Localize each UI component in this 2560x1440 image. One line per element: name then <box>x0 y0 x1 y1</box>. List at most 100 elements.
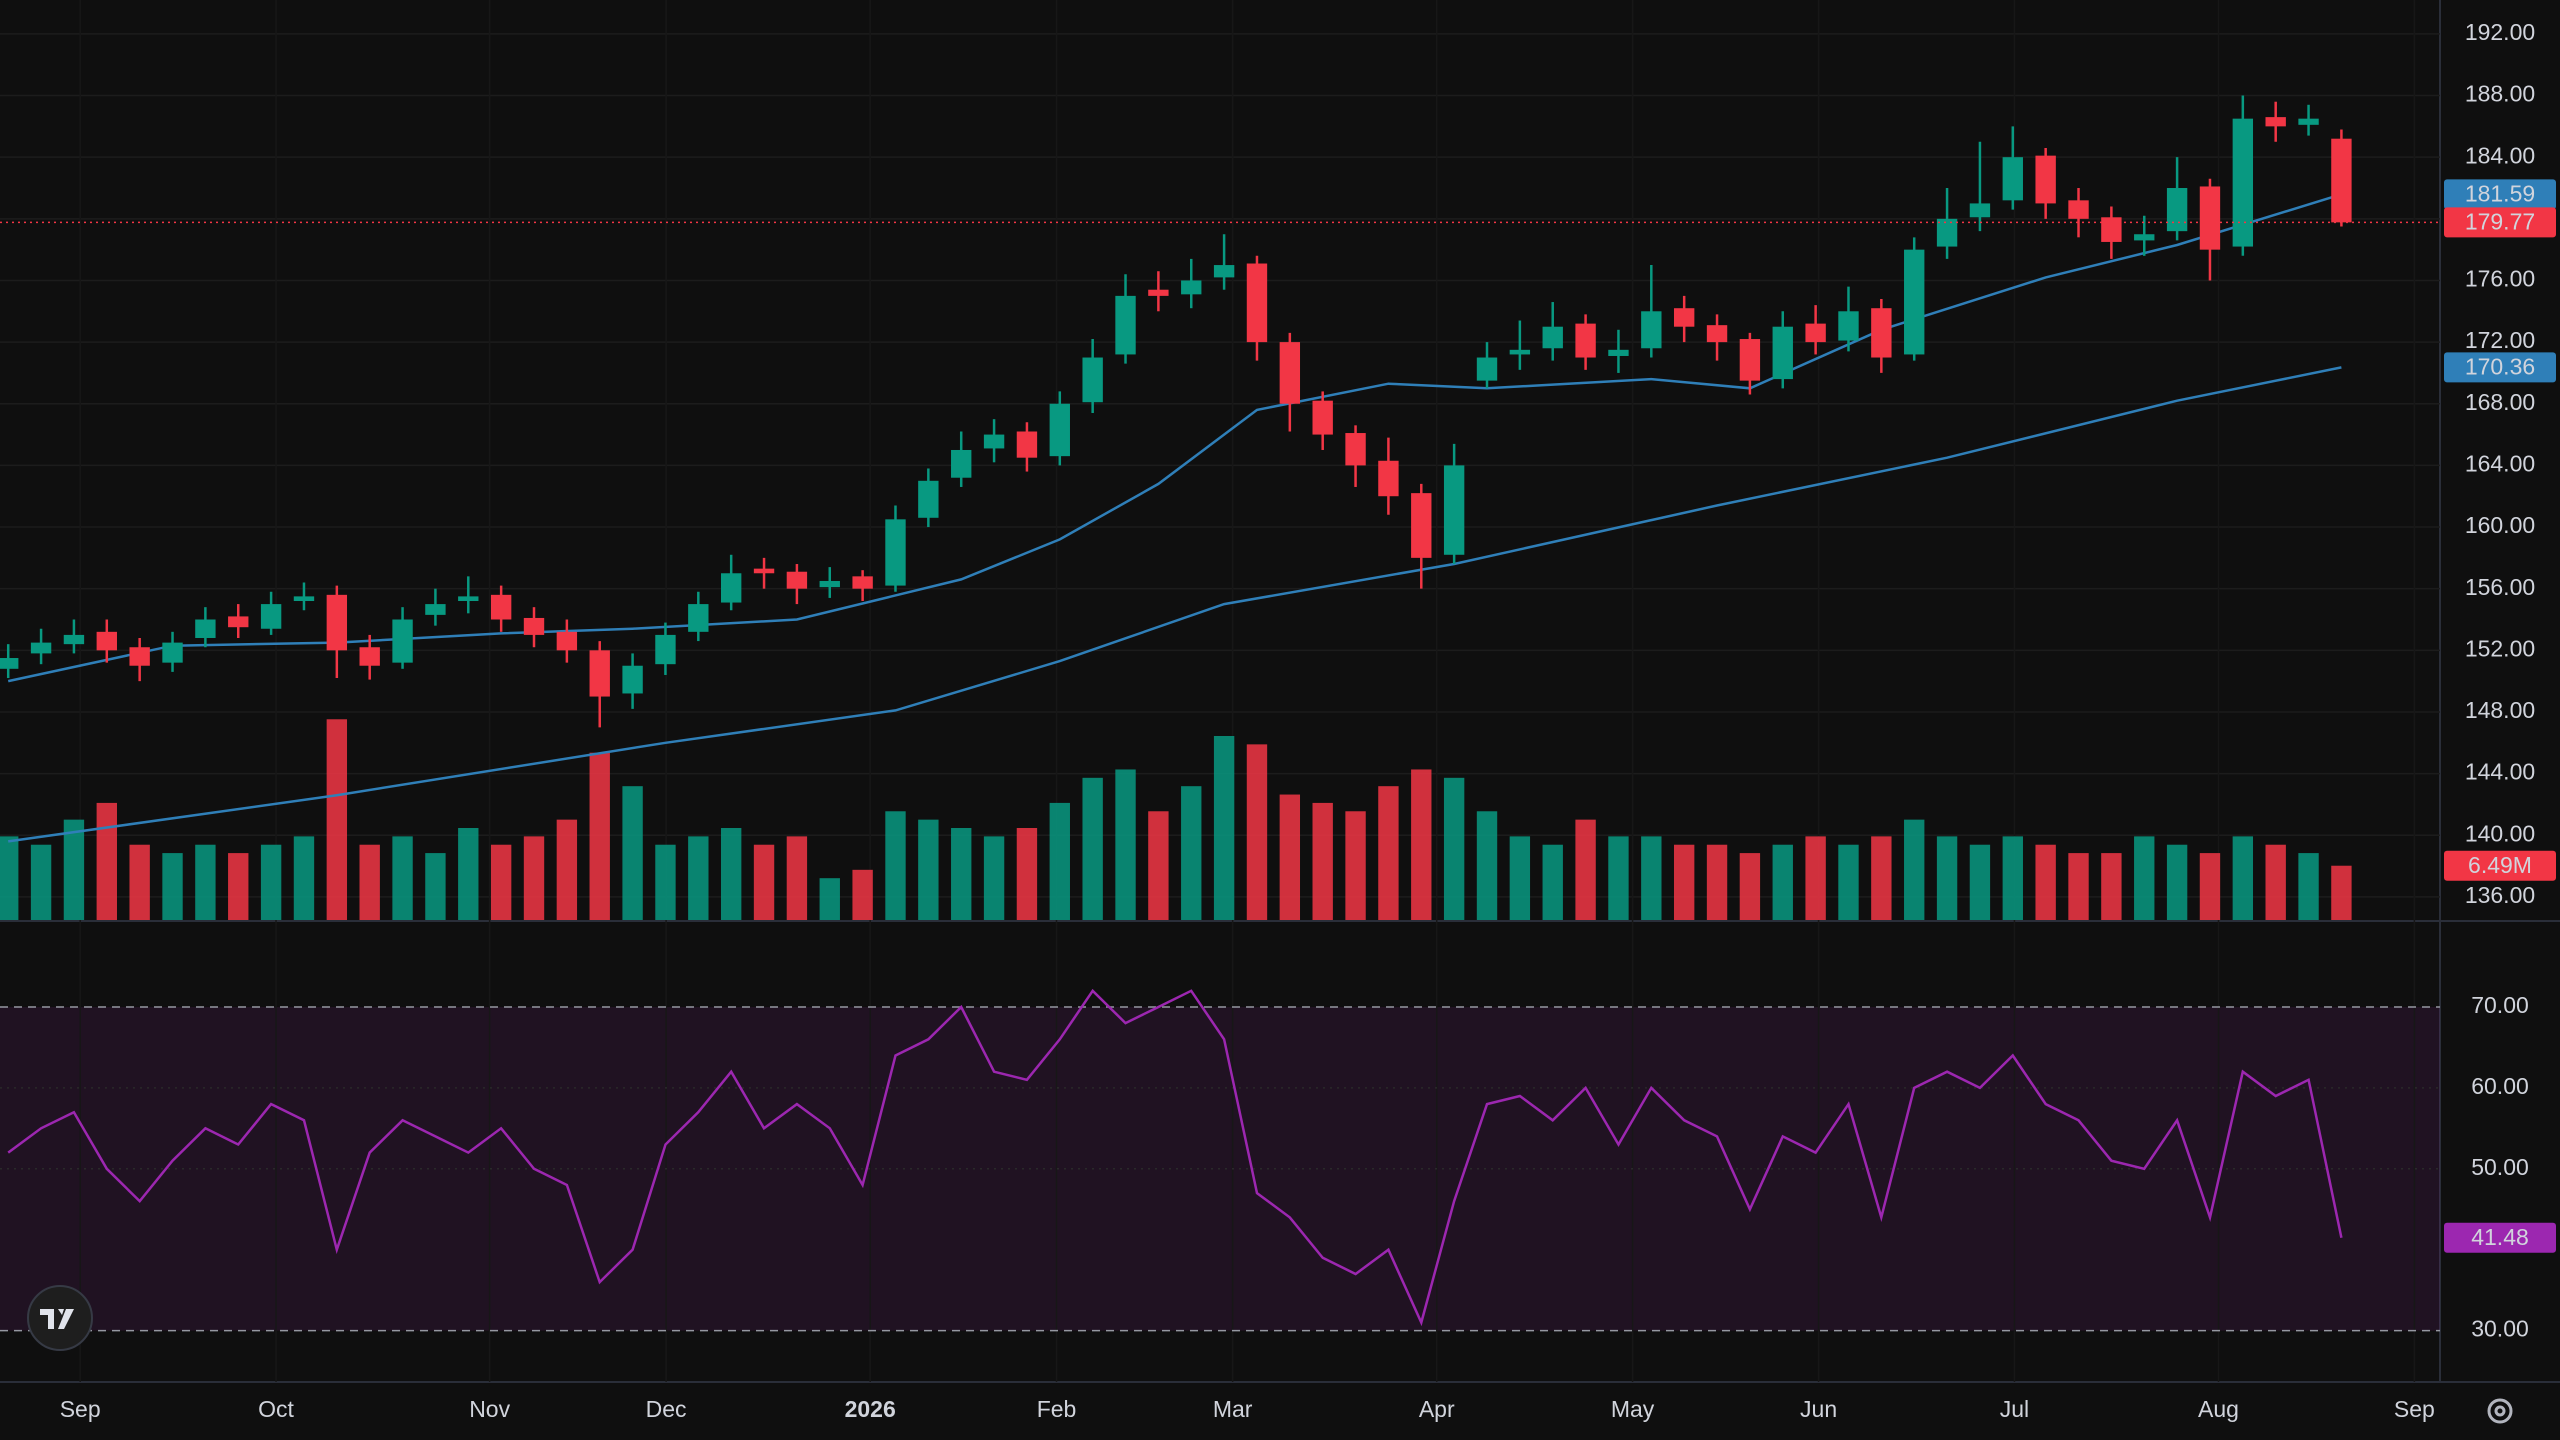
x-tick-label: 2026 <box>845 1396 896 1422</box>
volume-bar <box>1969 844 1991 920</box>
candle-body <box>425 604 446 615</box>
volume-bar <box>2232 836 2254 920</box>
volume-bar <box>2331 865 2352 920</box>
x-tick-label: Aug <box>2198 1396 2239 1422</box>
candle-body <box>293 596 315 602</box>
volume-bar <box>688 836 709 920</box>
gear-ring <box>2487 1398 2513 1424</box>
y-tick-label: 148.00 <box>2465 697 2535 723</box>
y-tick-label: 192.00 <box>2465 19 2535 45</box>
candle-body <box>2298 118 2319 125</box>
candle-body <box>195 619 216 638</box>
volume-bar <box>1443 777 1465 920</box>
rsi-line <box>7 988 2343 1327</box>
volume-bar <box>1936 836 1958 920</box>
volume-bar <box>1706 844 1728 920</box>
volume-bar <box>2166 844 2188 920</box>
volume-bar <box>1213 736 1235 920</box>
volume-bar <box>162 853 183 920</box>
volume-bar <box>63 819 85 920</box>
candle-body <box>2101 217 2122 242</box>
volume-bar <box>1772 844 1793 920</box>
x-tick-label: Sep <box>2394 1396 2435 1422</box>
y-tick-label: 168.00 <box>2465 389 2535 415</box>
volume-bar <box>1904 819 1925 920</box>
volume-bar <box>2035 844 2056 920</box>
volume-bar <box>1673 844 1695 920</box>
ma-value-label-box <box>2444 179 2556 210</box>
x-tick-label: Mar <box>1213 1396 1253 1422</box>
settings-icon[interactable] <box>2487 1398 2513 1424</box>
tv-logo[interactable] <box>27 1285 93 1351</box>
volume-bar <box>1871 836 1892 920</box>
volume-bar <box>1345 811 1366 920</box>
candle-body <box>885 519 906 586</box>
candle-body <box>1936 218 1958 247</box>
candle-body <box>720 573 742 603</box>
candle-body <box>1443 465 1465 555</box>
candle-body <box>622 665 643 694</box>
candle-body <box>2068 200 2089 219</box>
candle-body <box>1115 295 1136 355</box>
volume-bar <box>425 853 446 920</box>
candle-body <box>1378 460 1399 497</box>
candle-body <box>162 642 183 663</box>
last-price-label: 179.77 <box>2465 208 2535 234</box>
candle-body <box>1772 326 1793 380</box>
volume-bar <box>918 819 939 920</box>
candle-body <box>1805 323 1826 343</box>
moving-average-line <box>8 366 2342 843</box>
candle-body <box>228 616 249 628</box>
ma-value-label: 170.36 <box>2465 353 2535 379</box>
volume-bar <box>1181 786 1202 920</box>
y-tick-label: 152.00 <box>2465 635 2535 661</box>
x-tick-label: Nov <box>469 1396 510 1422</box>
candle-body <box>1641 311 1662 349</box>
x-tick-label: Oct <box>258 1396 294 1422</box>
volume-bar <box>2134 836 2155 920</box>
volume-bar <box>1246 744 1268 920</box>
candle-body <box>1706 325 1728 343</box>
volume-bar <box>2199 853 2221 920</box>
volume-bar <box>1016 828 1038 920</box>
volume-bar <box>1411 769 1432 920</box>
volume-bar <box>326 719 348 920</box>
rsi-value-label: 41.48 <box>2471 1224 2529 1250</box>
volume-bar <box>1312 802 1333 920</box>
y-tick-label: 156.00 <box>2465 574 2535 600</box>
candle-body <box>2166 188 2188 232</box>
volume-bar <box>490 844 512 920</box>
candle-body <box>392 619 413 663</box>
candle-body <box>2002 157 2023 201</box>
logo-circle <box>27 1285 93 1351</box>
volume-bar <box>1279 794 1301 920</box>
candle-body <box>1542 326 1563 349</box>
candle-body <box>260 604 282 629</box>
candle-body <box>1476 357 1498 381</box>
candle-body <box>556 631 578 651</box>
candle-body <box>1673 308 1695 327</box>
volume-bar <box>819 878 840 920</box>
rsi-value-label-box <box>2444 1222 2556 1253</box>
candle-body <box>1575 323 1596 358</box>
candle-body <box>458 596 479 602</box>
x-tick-label: Sep <box>60 1396 101 1422</box>
y-tick-label: 136.00 <box>2465 882 2535 908</box>
y-tick-label: 184.00 <box>2465 142 2535 168</box>
y-tick-label: 144.00 <box>2465 759 2535 785</box>
candle-body <box>1838 311 1859 341</box>
candle-body <box>2331 138 2352 223</box>
volume-bar <box>1608 836 1629 920</box>
candle-body <box>129 647 150 666</box>
volume-bar <box>129 844 150 920</box>
volume-bar <box>1049 802 1070 920</box>
candle-body <box>1082 357 1103 403</box>
x-tick-label: May <box>1611 1396 1655 1422</box>
volume-bar <box>2002 836 2023 920</box>
candle-body <box>2232 118 2254 247</box>
volume-bar <box>2068 853 2089 920</box>
